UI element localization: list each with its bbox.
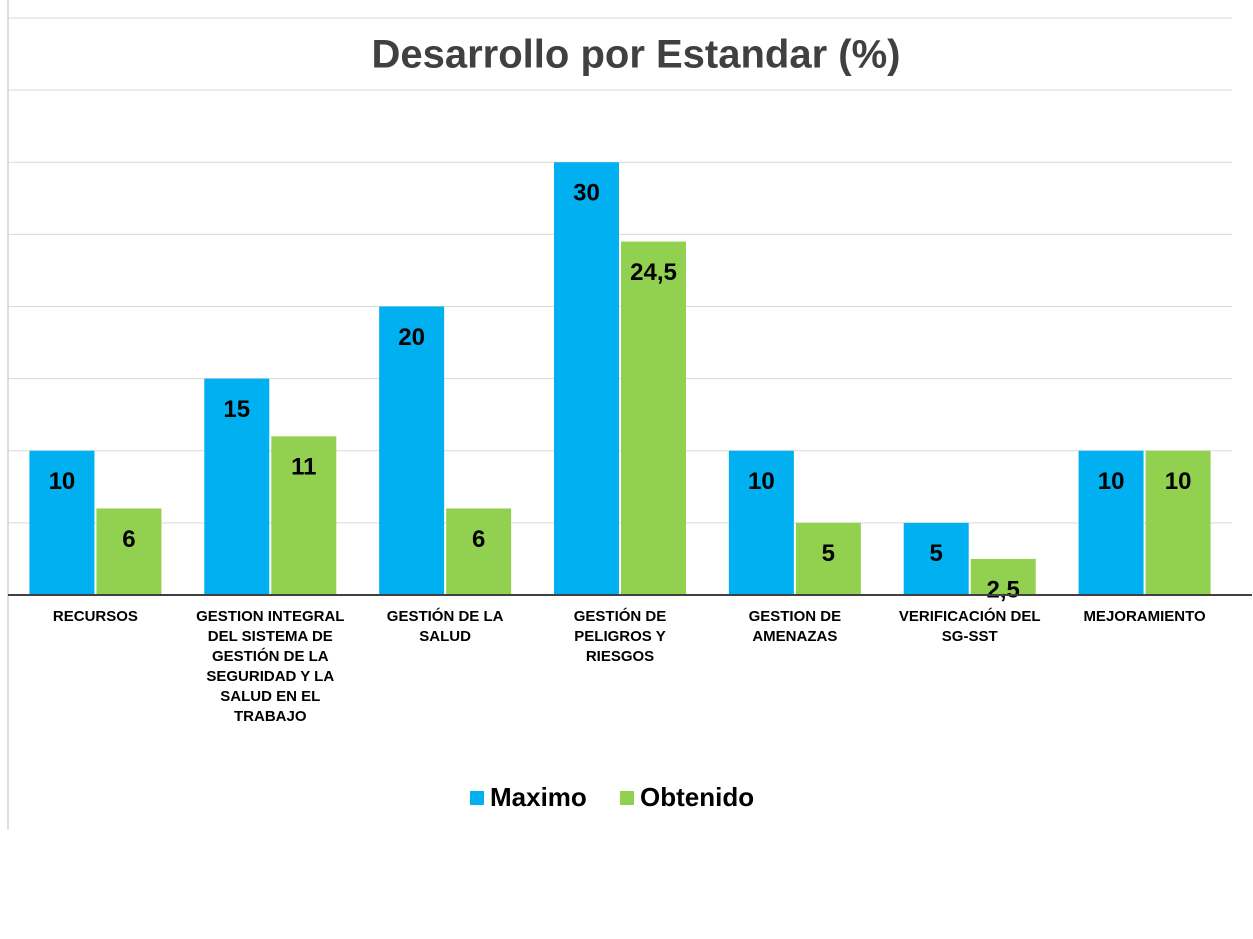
data-label: 15 <box>223 396 250 423</box>
legend-item: Maximo <box>470 782 587 813</box>
bar <box>204 378 270 595</box>
legend-label: Maximo <box>490 782 587 812</box>
data-label: 10 <box>1165 468 1192 495</box>
bar <box>621 241 686 595</box>
bar <box>903 522 969 595</box>
data-label: 2,5 <box>987 576 1020 603</box>
legend-label: Obtenido <box>640 782 755 812</box>
bar <box>379 306 445 595</box>
bar <box>96 508 162 595</box>
data-label: 10 <box>49 468 76 495</box>
data-label: 5 <box>930 540 943 567</box>
data-label: 24,5 <box>630 259 677 286</box>
chart-title: Desarrollo por Estandar (%) <box>371 33 900 77</box>
bar <box>1078 450 1144 595</box>
legend-swatch <box>470 790 484 805</box>
x-tick-label: GESTION DE AMENAZAS <box>748 608 842 645</box>
x-tick-label: GESTION INTEGRAL DEL SISTEMA DE GESTIÓN … <box>196 608 345 725</box>
bar <box>446 508 512 595</box>
data-label: 10 <box>1098 468 1125 495</box>
data-label: 30 <box>573 180 600 207</box>
legend-item: Obtenido <box>620 782 754 813</box>
data-label: 10 <box>748 468 775 495</box>
bar <box>1145 450 1211 595</box>
bar <box>728 450 794 595</box>
bar <box>271 436 337 595</box>
data-label: 5 <box>822 540 835 567</box>
bar <box>970 558 1036 595</box>
x-tick-label: VERIFICACIÓN DEL SG-SST <box>898 608 1041 645</box>
x-tick-label: MEJORAMIENTO <box>1083 608 1206 625</box>
x-tick-label: RECURSOS <box>52 608 138 625</box>
data-label: 6 <box>122 526 135 553</box>
bar <box>554 162 619 595</box>
bar <box>29 450 95 595</box>
x-tick-label: GESTIÓN DE LA SALUD <box>386 608 504 645</box>
data-label: 6 <box>472 526 485 553</box>
legend-swatch <box>620 790 634 805</box>
data-label: 20 <box>398 324 425 351</box>
data-label: 11 <box>291 454 316 481</box>
x-tick-label: GESTIÓN DE PELIGROS Y RIESGOS <box>573 608 667 665</box>
bar <box>795 522 861 595</box>
